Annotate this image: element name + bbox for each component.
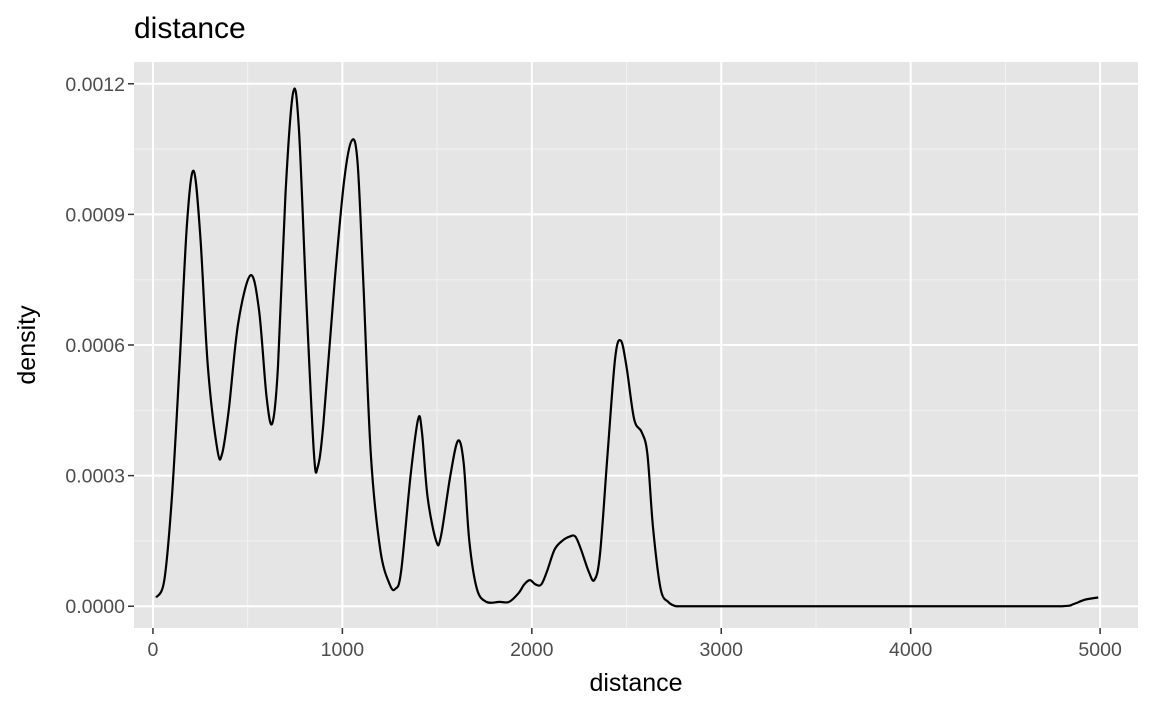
series-layer [155, 87, 1099, 608]
x-tick-label: 3000 [700, 639, 744, 661]
x-tick-label: 0 [148, 639, 159, 661]
y-tick-label: 0.0009 [65, 204, 125, 226]
x-axis-title: distance [589, 669, 682, 697]
x-tick-label: 5000 [1078, 639, 1122, 661]
y-tick-label: 0.0000 [65, 596, 125, 618]
x-tick-label: 4000 [889, 639, 933, 661]
density-line [155, 87, 1099, 608]
y-tick-label: 0.0012 [65, 74, 125, 96]
major-gridlines [134, 62, 1138, 628]
x-axis: 0 1000 2000 3000 4000 5000 [148, 628, 1122, 661]
y-axis: 0.0000 0.0003 0.0006 0.0009 0.0012 [65, 74, 134, 618]
y-axis-title: density [13, 305, 41, 385]
y-tick-label: 0.0003 [65, 466, 125, 488]
y-tick-label: 0.0006 [65, 335, 125, 357]
chart-title: distance [134, 12, 246, 45]
x-tick-label: 2000 [510, 639, 554, 661]
x-tick-label: 1000 [321, 639, 365, 661]
